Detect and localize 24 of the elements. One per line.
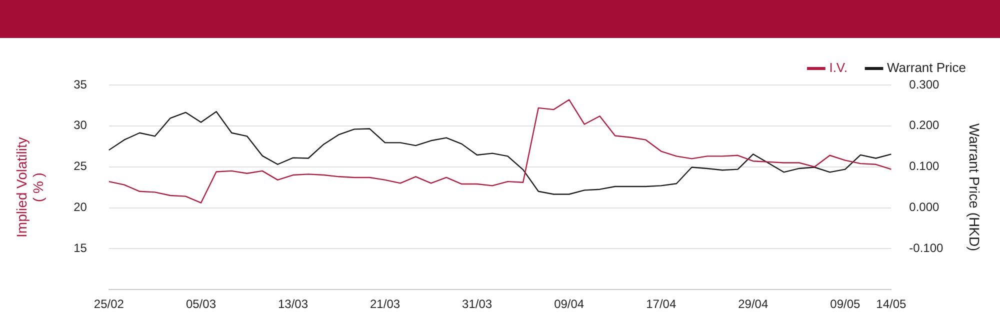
legend-label: I.V. — [829, 60, 848, 76]
y-tick-label: 15 — [74, 240, 88, 255]
x-tick-label: 17/04 — [646, 297, 676, 312]
x-tick-label: 05/03 — [186, 297, 216, 312]
y-tick-label: 35 — [74, 77, 88, 92]
x-tick-label: 13/03 — [278, 297, 308, 312]
x-tick-label: 09/05 — [830, 297, 860, 312]
y2-axis-title: Warrant Price (HKD) — [966, 123, 983, 252]
x-tick-label: 29/04 — [738, 297, 768, 312]
y-axis-title: Implied Volatility ( % ) — [13, 137, 46, 238]
y-tick-label: 25 — [74, 159, 88, 174]
legend-label: Warrant Price — [887, 60, 966, 76]
x-tick-label: 14/05 — [876, 297, 907, 312]
y2-tick-label: 0.000 — [909, 200, 940, 214]
x-tick-label: 25/02 — [94, 297, 124, 312]
y2-tick-label: 0.100 — [909, 159, 940, 174]
x-tick-label: 21/03 — [370, 297, 400, 312]
y2-tick-label: 0.200 — [909, 118, 940, 132]
x-tick-label: 09/04 — [554, 297, 584, 312]
y2-tick-label: 0.300 — [909, 77, 940, 92]
y-tick-label: 20 — [74, 200, 88, 214]
x-tick-label: 31/03 — [462, 297, 492, 312]
y2-tick-label: -0.100 — [909, 240, 944, 255]
y-tick-label: 30 — [74, 118, 88, 132]
